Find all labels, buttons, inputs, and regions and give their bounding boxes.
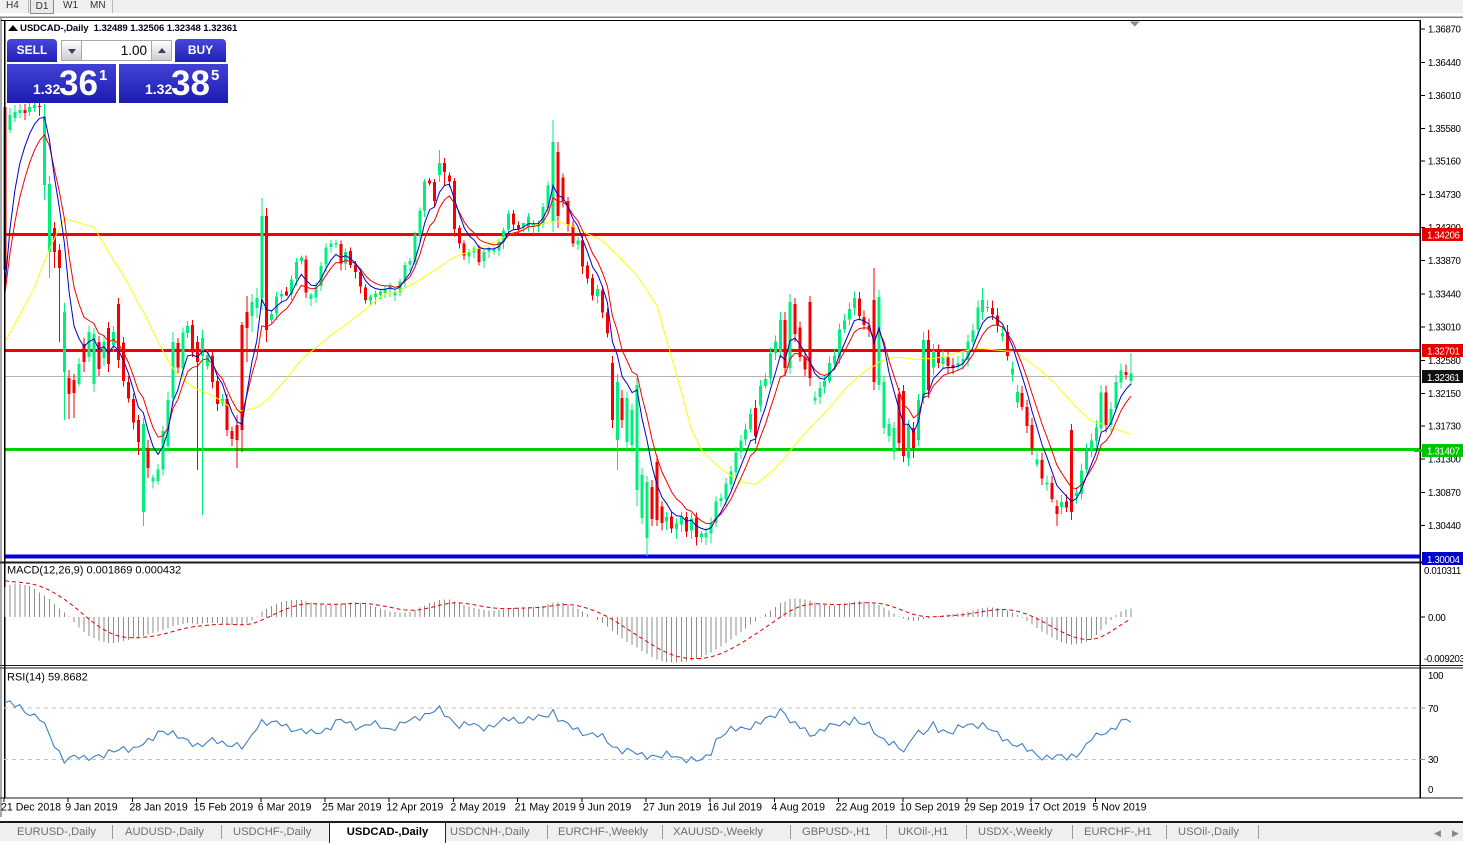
svg-text:1.31407: 1.31407 [1427, 447, 1460, 458]
svg-text:16 Jul 2019: 16 Jul 2019 [707, 802, 762, 814]
svg-text:12 Apr 2019: 12 Apr 2019 [386, 802, 443, 814]
svg-text:1.35580: 1.35580 [1428, 124, 1462, 135]
svg-text:1.30004: 1.30004 [1427, 555, 1461, 566]
svg-text:0.00: 0.00 [1428, 613, 1446, 624]
svg-text:1.36870: 1.36870 [1428, 25, 1462, 36]
svg-text:28 Jan 2019: 28 Jan 2019 [129, 802, 187, 814]
svg-text:21 May 2019: 21 May 2019 [515, 802, 576, 814]
svg-text:-0.009203: -0.009203 [1424, 654, 1463, 665]
svg-text:1.33870: 1.33870 [1428, 256, 1462, 267]
svg-text:1.31300: 1.31300 [1428, 455, 1462, 466]
svg-text:1.36010: 1.36010 [1428, 91, 1462, 102]
svg-text:1.33010: 1.33010 [1428, 323, 1462, 334]
svg-text:27 Jun 2019: 27 Jun 2019 [643, 802, 701, 814]
svg-text:100: 100 [1428, 671, 1444, 682]
svg-text:1.32701: 1.32701 [1427, 347, 1460, 358]
svg-text:29 Sep 2019: 29 Sep 2019 [964, 802, 1024, 814]
svg-text:4 Aug 2019: 4 Aug 2019 [771, 802, 825, 814]
svg-text:9 Jan 2019: 9 Jan 2019 [65, 802, 118, 814]
svg-text:1.32361: 1.32361 [1427, 373, 1460, 384]
svg-text:15 Feb 2019: 15 Feb 2019 [194, 802, 254, 814]
svg-text:1.30870: 1.30870 [1428, 488, 1462, 499]
svg-text:22 Aug 2019: 22 Aug 2019 [836, 802, 896, 814]
svg-text:2 May 2019: 2 May 2019 [450, 802, 505, 814]
svg-text:6 Mar 2019: 6 Mar 2019 [258, 802, 312, 814]
svg-text:0.010311: 0.010311 [1424, 566, 1461, 577]
svg-text:1.32580: 1.32580 [1428, 356, 1462, 367]
svg-text:0: 0 [1428, 785, 1434, 796]
svg-text:30: 30 [1428, 755, 1439, 766]
svg-text:25 Mar 2019: 25 Mar 2019 [322, 802, 382, 814]
svg-text:MACD(12,26,9) 0.001869 0.00043: MACD(12,26,9) 0.001869 0.000432 [7, 565, 181, 577]
svg-text:10 Sep 2019: 10 Sep 2019 [900, 802, 960, 814]
svg-text:5 Nov 2019: 5 Nov 2019 [1092, 802, 1146, 814]
svg-text:1.34206: 1.34206 [1427, 231, 1460, 242]
svg-text:17 Oct 2019: 17 Oct 2019 [1028, 802, 1086, 814]
svg-text:9 Jun 2019: 9 Jun 2019 [579, 802, 632, 814]
svg-text:70: 70 [1428, 704, 1439, 715]
svg-text:1.30440: 1.30440 [1428, 521, 1462, 532]
svg-text:1.34730: 1.34730 [1428, 190, 1462, 201]
svg-text:1.31730: 1.31730 [1428, 421, 1462, 432]
svg-text:21 Dec 2018: 21 Dec 2018 [1, 802, 61, 814]
svg-text:1.36440: 1.36440 [1428, 58, 1462, 69]
svg-text:1.33440: 1.33440 [1428, 289, 1462, 300]
svg-text:1.32150: 1.32150 [1428, 389, 1462, 400]
svg-text:1.35160: 1.35160 [1428, 157, 1462, 168]
svg-text:RSI(14) 59.8682: RSI(14) 59.8682 [7, 672, 88, 684]
